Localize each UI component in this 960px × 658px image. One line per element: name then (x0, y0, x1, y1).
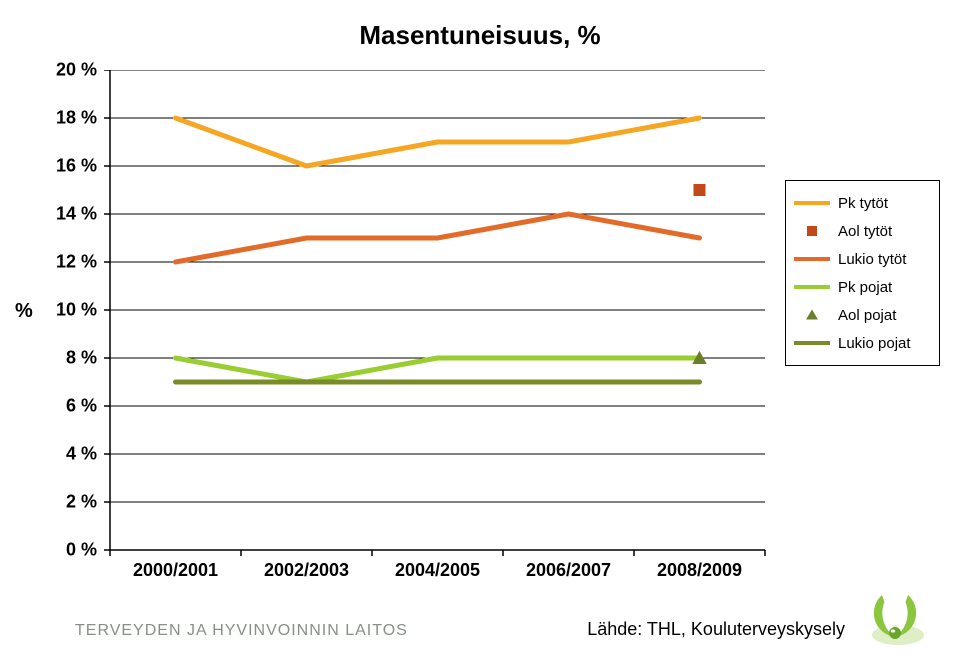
chart-container: Masentuneisuus, % % 0 % 2 % 4 % 6 % 8 % 10 % 1… (0, 0, 960, 658)
legend-swatch (794, 336, 830, 350)
legend-label: Lukio tytöt (838, 251, 906, 268)
legend-swatch (794, 308, 830, 322)
legend-item: Aol pojat (794, 301, 931, 329)
legend-item: Pk pojat (794, 273, 931, 301)
chart-title: Masentuneisuus, % (0, 20, 960, 51)
legend-label: Lukio pojat (838, 335, 911, 352)
y-tick-label: 20 % (42, 60, 97, 81)
y-tick-label: 2 % (42, 492, 97, 513)
y-axis-label: % (15, 300, 33, 323)
legend-label: Aol pojat (838, 307, 896, 324)
legend-swatch (794, 224, 830, 238)
y-tick-label: 18 % (42, 108, 97, 129)
legend-swatch (794, 196, 830, 210)
y-tick-label: 0 % (42, 540, 97, 561)
plot-svg (50, 70, 785, 590)
legend-item: Lukio tytöt (794, 245, 931, 273)
legend-item: Pk tytöt (794, 189, 931, 217)
legend-swatch (794, 280, 830, 294)
legend-item: Aol tytöt (794, 217, 931, 245)
y-tick-label: 14 % (42, 204, 97, 225)
x-tick-label: 2002/2003 (264, 560, 349, 581)
y-tick-label: 8 % (42, 348, 97, 369)
legend-label: Pk pojat (838, 279, 892, 296)
footer-logo (860, 585, 930, 650)
y-tick-label: 4 % (42, 444, 97, 465)
x-tick-label: 2004/2005 (395, 560, 480, 581)
y-tick-label: 16 % (42, 156, 97, 177)
legend-label: Aol tytöt (838, 223, 892, 240)
footer-source: Lähde: THL, Kouluterveyskysely (587, 619, 845, 640)
footer-org: TERVEYDEN JA HYVINVOINNIN LAITOS (75, 622, 408, 640)
y-tick-label: 6 % (42, 396, 97, 417)
x-tick-label: 2008/2009 (657, 560, 742, 581)
legend-label: Pk tytöt (838, 195, 888, 212)
y-tick-label: 10 % (42, 300, 97, 321)
legend: Pk tytöt Aol tytöt Lukio tytöt Pk pojat Aol … (785, 180, 940, 366)
y-tick-label: 12 % (42, 252, 97, 273)
x-tick-label: 2006/2007 (526, 560, 611, 581)
legend-swatch (794, 252, 830, 266)
legend-item: Lukio pojat (794, 329, 931, 357)
plot-area (50, 70, 765, 550)
x-tick-label: 2000/2001 (133, 560, 218, 581)
